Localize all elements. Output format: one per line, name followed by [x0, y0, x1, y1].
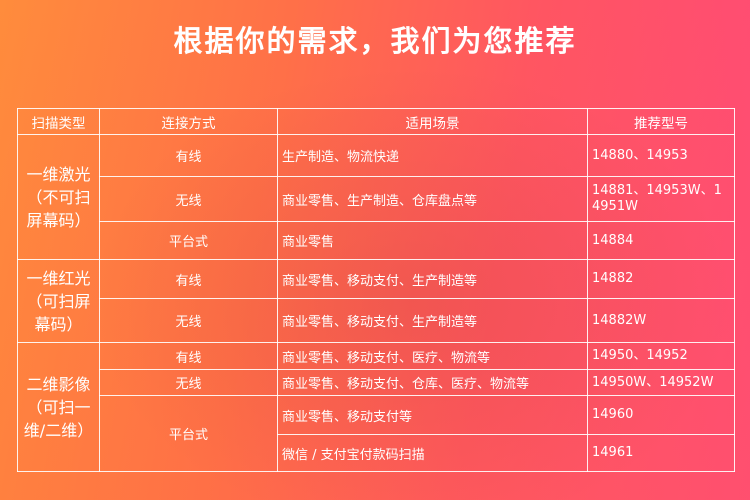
- header-connection: 连接方式: [99, 108, 278, 135]
- connection-cell: 无线: [99, 369, 278, 396]
- model-cell: 14960: [587, 395, 735, 435]
- model-cell: 14961: [587, 434, 735, 472]
- table-row: 无线 商业零售、移动支付、仓库、医疗、物流等 14950W、14952W: [18, 369, 735, 396]
- table-header: 扫描类型 连接方式 适用场景 推荐型号: [17, 108, 735, 135]
- scene-cell: 商业零售、移动支付、仓库、医疗、物流等: [277, 369, 588, 396]
- table-row: 二维影像（可扫一维/二维） 有线 商业零售、移动支付、医疗、物流等 14950、…: [17, 342, 735, 472]
- connection-cell: 有线: [99, 259, 278, 299]
- scan-type-cell: 二维影像（可扫一维/二维）: [17, 342, 100, 472]
- header-scan-type: 扫描类型: [17, 108, 100, 135]
- table-row: 微信 / 支付宝付款码扫描 14961: [18, 434, 735, 472]
- table-row: 无线 商业零售、生产制造、仓库盘点等 14881、14953W、14951W: [18, 176, 735, 222]
- scene-cell: 商业零售、移动支付等: [277, 395, 588, 435]
- table-row: 平台式 商业零售 14884: [18, 221, 735, 260]
- scene-cell: 商业零售、移动支付、生产制造等: [277, 298, 588, 343]
- scene-cell: 生产制造、物流快递: [277, 134, 588, 177]
- model-cell: 14882: [587, 259, 735, 299]
- scene-cell: 商业零售: [277, 221, 588, 260]
- header-model: 推荐型号: [587, 108, 735, 135]
- model-cell: 14884: [587, 221, 735, 260]
- connection-cell: 有线: [99, 342, 278, 370]
- connection-cell: 平台式: [99, 221, 278, 260]
- model-cell: 14950W、14952W: [587, 369, 735, 396]
- scan-type-cell: 一维激光（不可扫屏幕码）: [17, 134, 100, 260]
- connection-cell: 平台式: [99, 395, 278, 472]
- table-row: 一维红光（可扫屏幕码） 有线 商业零售、移动支付、生产制造等 14882: [17, 259, 735, 343]
- model-cell: 14881、14953W、14951W: [587, 176, 735, 222]
- table-row: 无线 商业零售、移动支付、生产制造等 14882W: [18, 298, 735, 343]
- scene-cell: 商业零售、生产制造、仓库盘点等: [277, 176, 588, 222]
- header-scene: 适用场景: [277, 108, 588, 135]
- connection-cell: 有线: [99, 134, 278, 177]
- connection-cell: 无线: [99, 176, 278, 222]
- connection-cell: 无线: [99, 298, 278, 343]
- recommendation-table: 扫描类型 连接方式 适用场景 推荐型号 一维激光（不可扫屏幕码） 有线 生产制造…: [17, 108, 735, 472]
- page-title: 根据你的需求，我们为您推荐: [173, 24, 577, 58]
- scene-cell: 商业零售、移动支付、医疗、物流等: [277, 342, 588, 370]
- model-cell: 14882W: [587, 298, 735, 343]
- table-row: 平台式 商业零售、移动支付等 14960: [18, 395, 735, 472]
- scene-cell: 商业零售、移动支付、生产制造等: [277, 259, 588, 299]
- table-row: 一维激光（不可扫屏幕码） 有线 生产制造、物流快递 14880、14953: [17, 134, 735, 260]
- scan-type-cell: 一维红光（可扫屏幕码）: [17, 259, 100, 343]
- model-cell: 14880、14953: [587, 134, 735, 177]
- scene-cell: 微信 / 支付宝付款码扫描: [277, 434, 588, 472]
- model-cell: 14950、14952: [587, 342, 735, 370]
